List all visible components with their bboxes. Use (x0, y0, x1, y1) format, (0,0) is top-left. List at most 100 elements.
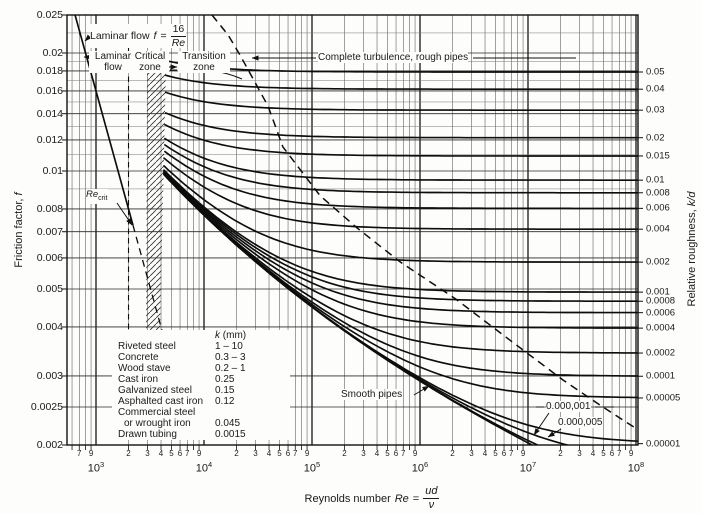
y-right-tick-0.0008: 0.0008 (646, 295, 676, 307)
y-right-tick-0.00005: 0.00005 (646, 392, 681, 404)
x-minor-tick-6e3: 6 (177, 449, 183, 458)
x-decade-tick-1e7: 107 (519, 460, 537, 475)
x-minor-tick-7e4: 7 (293, 449, 298, 458)
x-minor-tick-2e3: 2 (126, 449, 131, 458)
x-minor-tick-9e5: 9 (412, 449, 418, 458)
y-left-tick-0.01: 0.01 (42, 164, 63, 177)
y-left-tick-0.007: 0.007 (36, 225, 63, 238)
y-right-tick-0.0006: 0.0006 (646, 307, 676, 319)
roughness-row-6: Commercial steel or wrought iron 0.045 (118, 407, 241, 429)
recrit-var: Re (86, 189, 99, 200)
x-title-numerator: ud (423, 485, 440, 499)
y-right-tick-0.001: 0.001 (646, 286, 670, 298)
x-title-denominator: ν (428, 499, 435, 511)
y-right-tick-0.004: 0.004 (646, 223, 670, 235)
y-left-tick-0.006: 0.006 (36, 251, 63, 264)
y-right-tick-0.006: 0.006 (646, 202, 670, 214)
y-left-title-var: f (13, 192, 25, 196)
x-decade-tick-1e6: 106 (411, 460, 429, 475)
y-left-tick-0.003: 0.003 (36, 369, 63, 382)
laminar-formula-var: f (153, 29, 157, 42)
y-left-tick-0.014: 0.014 (36, 107, 63, 120)
x-minor-tick-7: 7 (77, 449, 82, 458)
roughness-row-1: Concrete 0.3 – 3 (118, 352, 246, 363)
y-axis-left-title: Friction factor, f (13, 165, 25, 295)
x-minor-tick-5e3: 5 (169, 449, 174, 458)
y-left-tick-0.004: 0.004 (36, 320, 63, 333)
recrit-label: Recrit (86, 189, 108, 204)
roughness-row-0: Riveted steel 1 – 10 (118, 341, 243, 352)
x-minor-tick-4e6: 4 (482, 449, 488, 458)
laminar-formula-denominator: Re (171, 36, 186, 49)
y-right-tick-0.05: 0.05 (646, 66, 665, 78)
roughness-row-3: Cast iron 0.25 (118, 374, 235, 385)
y-right-tick-0.0001: 0.0001 (646, 370, 676, 382)
x-decade-tick-1e4: 104 (195, 460, 213, 475)
y-left-tick-0.0025: 0.0025 (30, 401, 63, 413)
x-minor-tick-7e6: 7 (509, 449, 514, 458)
laminar-formula-text: Laminar flow (90, 29, 150, 42)
zone-critical-line2: zone (139, 62, 161, 73)
roughness-row-4: Galvanized steel 0.15 (118, 385, 235, 396)
x-decade-tick-1e8: 108 (627, 460, 645, 475)
y-left-title-text: Friction factor, (13, 198, 25, 268)
y-right-tick-0.0002: 0.0002 (646, 347, 676, 359)
roughness-row-2: Wood stave 0.2 – 1 (118, 363, 246, 374)
x-minor-tick-9: 9 (88, 449, 94, 458)
y-right-tick-0.00001: 0.00001 (646, 438, 681, 450)
y-left-tick-0.016: 0.016 (36, 84, 63, 97)
y-right-tick-0.03: 0.03 (646, 104, 665, 116)
y-left-tick-0.008: 0.008 (36, 202, 63, 215)
y-left-tick-0.002: 0.002 (36, 438, 63, 451)
laminar-formula-label: Laminar flow f = 16 Re (90, 23, 187, 49)
x-minor-tick-2e4: 2 (234, 449, 239, 458)
x-minor-tick-4e5: 4 (374, 449, 380, 458)
zone-label-critical: Critical zone (131, 51, 169, 73)
x-minor-tick-6e5: 6 (393, 449, 399, 458)
x-decade-tick-1e3: 103 (87, 460, 105, 475)
y-left-tick-0.02: 0.02 (42, 46, 63, 59)
annotation-kd-5e-6: 0.000,005 (558, 417, 603, 428)
y-axis-right-title: Relative roughness, k/d (686, 184, 698, 314)
roughness-table-header: k (mm) (112, 330, 290, 341)
zone-laminar-line1: Laminar (94, 51, 132, 62)
roughness-row-7: Drawn tubing 0.0015 (118, 429, 246, 440)
roughness-row-5: Asphalted cast iron 0.12 (118, 396, 235, 407)
zone-transition-line1: Transition (182, 51, 226, 62)
y-right-title-var: k/d (686, 191, 698, 207)
y-right-tick-0.02: 0.02 (646, 132, 665, 144)
zone-transition-line2: zone (193, 62, 215, 73)
x-minor-tick-5e6: 5 (493, 449, 498, 458)
laminar-formula-numerator: 16 (170, 23, 187, 37)
x-minor-tick-2e6: 2 (450, 449, 455, 458)
table-header-var: k (215, 330, 220, 341)
y-left-tick-0.012: 0.012 (36, 133, 63, 146)
roughness-table: k (mm) Riveted steel 1 – 10 Concrete 0.3 – … (112, 330, 290, 440)
laminar-formula-equals: = (160, 29, 167, 42)
x-minor-tick-4e7: 4 (590, 449, 596, 458)
x-minor-tick-7e3: 7 (185, 449, 190, 458)
x-minor-tick-2e5: 2 (342, 449, 347, 458)
x-axis-title: Reynolds number Re = ud ν (262, 486, 482, 511)
x-title-var: Re (394, 492, 409, 505)
x-minor-tick-3e6: 3 (469, 449, 474, 458)
annotation-kd-1e-6: 0.000,001 (546, 401, 591, 412)
x-title-equals: = (412, 492, 420, 505)
recrit-subscript: crit (98, 194, 108, 202)
zone-laminar-line2: flow (104, 62, 122, 73)
x-decade-tick-1e5: 105 (303, 460, 321, 475)
y-left-tick-0.005: 0.005 (36, 282, 63, 295)
x-minor-tick-9e7: 9 (628, 449, 634, 458)
zone-critical-line1: Critical (134, 51, 166, 62)
y-right-tick-0.0004: 0.0004 (646, 322, 676, 334)
x-minor-tick-3e5: 3 (361, 449, 366, 458)
x-minor-tick-4e3: 4 (158, 449, 164, 458)
x-minor-tick-5e5: 5 (385, 449, 390, 458)
y-right-tick-0.01: 0.01 (646, 174, 665, 186)
zone-label-transition: Transition zone (178, 51, 230, 73)
x-minor-tick-4e4: 4 (266, 449, 272, 458)
x-minor-tick-6e6: 6 (501, 449, 507, 458)
x-minor-tick-3e3: 3 (145, 449, 150, 458)
x-minor-tick-9e6: 9 (520, 449, 526, 458)
